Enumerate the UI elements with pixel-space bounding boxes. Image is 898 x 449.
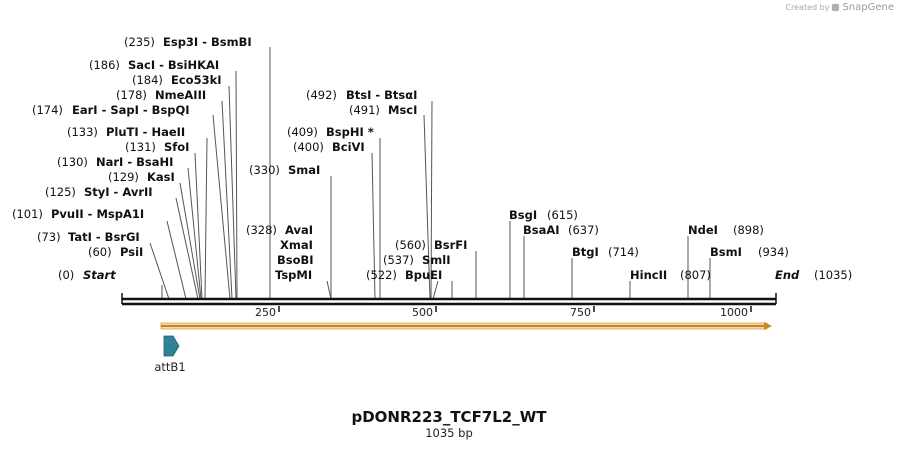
site-pos-pvuii: (101) [12, 207, 43, 221]
site-pos-bsphi: (409) [287, 125, 318, 139]
site-line-bcivi [371, 152, 376, 300]
site-pos-btsi: (492) [306, 88, 337, 102]
tick-label-1000: 1000 [720, 306, 748, 319]
site-name-avai: AvaI [285, 223, 313, 237]
snapgene-credit: Created by SnapGene [785, 2, 894, 13]
site-pos-hincii: (807) [680, 268, 711, 282]
plasmid-length: 1035 bp [425, 426, 473, 440]
cut-site-labels: (0) Start (60) PsiI (73) TatI - BsrGI (1… [12, 35, 852, 282]
site-name-btgi: BtgI [572, 245, 599, 259]
site-name-start: Start [83, 268, 116, 282]
site-line-nari [187, 167, 202, 300]
site-pos-sfoi: (131) [125, 140, 156, 154]
site-name-smai: SmaI [288, 163, 320, 177]
cut-site-lines [149, 47, 711, 300]
attb1-label: attB1 [154, 360, 186, 374]
site-name-bpuei: BpuEI [405, 268, 442, 282]
site-pos-kasi: (129) [108, 170, 139, 184]
site-name-styi: StyI - AvrII [84, 185, 153, 199]
site-pos-end: (1035) [814, 268, 852, 282]
site-name-esp3i: Esp3I - BsmBI [163, 35, 252, 49]
site-name-xmai: XmaI [280, 238, 313, 252]
site-name-msci: MscI [388, 103, 417, 117]
site-name-saci: SacI - BsiHKAI [128, 58, 219, 72]
site-name-psii: PsiI [120, 245, 143, 259]
site-name-btsi: BtsI - BtsαI [346, 88, 417, 102]
tick-label-250: 250 [255, 306, 276, 319]
site-name-bsphi: BspHI * [326, 125, 374, 139]
site-name-eco53ki: Eco53kI [171, 73, 222, 87]
backbone [121, 293, 777, 306]
site-name-bsaai: BsaAI [523, 223, 560, 237]
credit-text: Created by [785, 3, 830, 12]
site-line-styi [175, 197, 199, 300]
site-pos-bsmi: (934) [758, 245, 789, 259]
site-name-tati: TatI - BsrGI [68, 230, 140, 244]
site-line-sfoi [194, 152, 203, 300]
snapgene-logo-icon [832, 3, 840, 12]
credit-brand: SnapGene [842, 2, 894, 13]
site-pos-msci: (491) [349, 103, 380, 117]
site-pos-smai: (330) [249, 163, 280, 177]
site-pos-btgi: (714) [608, 245, 639, 259]
site-pos-nmeaiii: (178) [116, 88, 147, 102]
site-line-eari [212, 114, 231, 300]
site-pos-bsgi: (615) [547, 208, 578, 222]
site-line-pluti [204, 137, 208, 300]
site-name-hincii: HincII [630, 268, 667, 282]
site-name-kasi: KasI [147, 170, 175, 184]
attb1-arrow [163, 335, 180, 357]
site-pos-avai: (328) [246, 223, 277, 237]
site-name-smli: SmlI [422, 253, 451, 267]
site-name-eari: EarI - SapI - BspQI [72, 103, 190, 117]
site-line-btsi [430, 100, 433, 300]
site-name-pvuii: PvuII - MspA1I [51, 207, 144, 221]
site-name-bsmi: BsmI [710, 245, 742, 259]
site-pos-bsaai: (637) [568, 223, 599, 237]
site-name-bsrfi: BsrFI [434, 238, 467, 252]
site-line-avai [326, 280, 332, 300]
site-name-bsobi: BsoBI [277, 253, 314, 267]
site-pos-smli: (537) [383, 253, 414, 267]
site-line-bpuei [432, 280, 439, 300]
site-line-msci [423, 114, 431, 300]
site-pos-tati: (73) [37, 230, 61, 244]
orf-feature[interactable] [160, 322, 772, 330]
site-pos-pluti: (133) [67, 125, 98, 139]
site-line-nmeaiii [221, 100, 233, 300]
site-pos-nari: (130) [57, 155, 88, 169]
site-pos-bsrfi: (560) [395, 238, 426, 252]
linear-map: (0) Start (60) PsiI (73) TatI - BsrGI (1… [12, 35, 852, 357]
site-name-end: End [775, 268, 800, 282]
site-name-bcivi: BciVI [332, 140, 365, 154]
orf-arrowhead [764, 322, 772, 330]
ruler: 250 500 750 1000 [255, 306, 752, 319]
site-line-kasi [179, 182, 201, 300]
site-name-sfoi: SfoI [164, 140, 189, 154]
site-name-ndei: NdeI [688, 223, 718, 237]
site-name-tspmi: TspMI [275, 268, 312, 282]
site-pos-psii: (60) [88, 245, 112, 259]
site-pos-bcivi: (400) [293, 140, 324, 154]
site-pos-eari: (174) [32, 103, 63, 117]
site-pos-bpuei: (522) [366, 268, 397, 282]
tick-label-750: 750 [570, 306, 591, 319]
site-pos-eco53ki: (184) [132, 73, 163, 87]
site-name-nmeaiii: NmeAIII [155, 88, 206, 102]
site-pos-saci: (186) [89, 58, 120, 72]
site-pos-ndei: (898) [733, 223, 764, 237]
site-name-bsgi: BsgI [509, 208, 537, 222]
site-name-pluti: PluTI - HaeII [106, 125, 185, 139]
site-line-eco53ki [228, 85, 237, 300]
site-pos-start: (0) [58, 268, 74, 282]
site-pos-esp3i: (235) [124, 35, 155, 49]
tick-label-500: 500 [412, 306, 433, 319]
plasmid-name: pDONR223_TCF7L2_WT [351, 408, 547, 426]
site-pos-styi: (125) [45, 185, 76, 199]
site-line-tati [149, 242, 170, 300]
attb1-feature[interactable] [163, 335, 180, 357]
site-line-saci [235, 70, 238, 300]
site-name-nari: NarI - BsaHI [96, 155, 173, 169]
site-line-pvuii [166, 220, 187, 300]
